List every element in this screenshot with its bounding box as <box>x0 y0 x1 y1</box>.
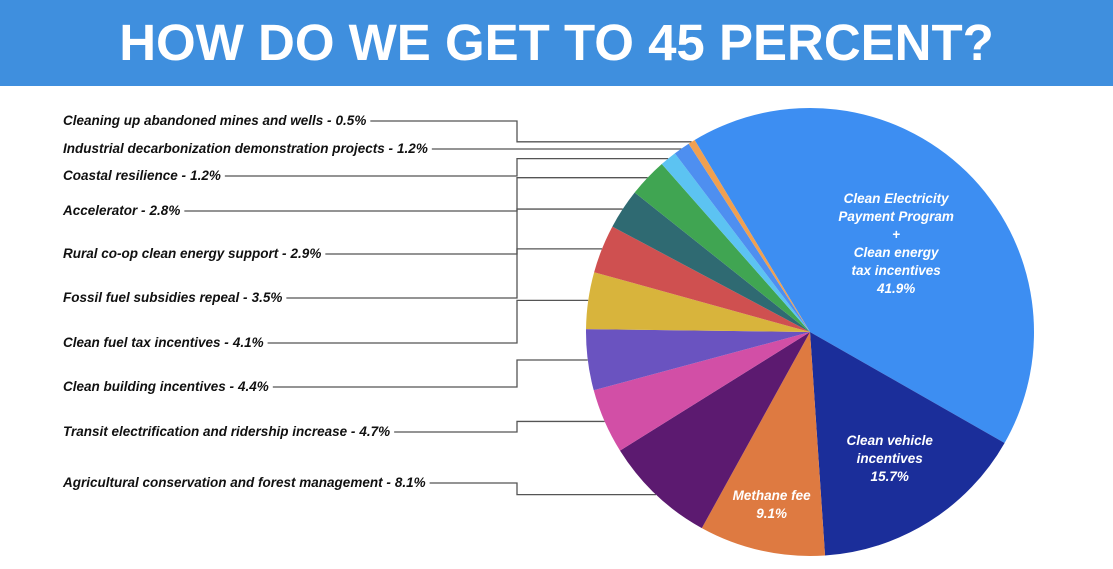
slice-value: 3.5% <box>252 290 283 305</box>
slice-name: Clean Electricity Payment Program + Clea… <box>838 190 954 278</box>
slice-name: Coastal resilience - <box>63 168 187 183</box>
leader-line <box>184 177 648 212</box>
slice-value: 4.1% <box>232 335 264 350</box>
leader-line <box>370 120 692 143</box>
leader-line <box>286 248 602 299</box>
slice-name: Clean fuel tax incentives - <box>63 335 229 350</box>
slice-label: Rural co-op clean energy support -2.9% <box>63 246 321 261</box>
slice-name: Rural co-op clean energy support - <box>63 246 287 261</box>
pie-slice <box>810 332 1005 556</box>
slice-label: Fossil fuel subsidies repeal - 3.5% <box>63 290 282 305</box>
pie-slice <box>586 329 810 391</box>
slice-name: Transit electrification and ridership in… <box>63 424 356 439</box>
slice-name: Fossil fuel subsidies repeal - <box>63 290 248 305</box>
slice-value: 4.4% <box>237 379 269 394</box>
slice-label: Clean building incentives -4.4% <box>63 379 269 394</box>
slice-value: 0.5% <box>336 113 367 128</box>
slice-label: Clean Electricity Payment Program + Clea… <box>838 190 954 298</box>
slice-value: 4.7% <box>358 424 390 439</box>
slice-name: Industrial decarbonization demonstration… <box>63 141 394 156</box>
slice-label: Cleaning up abandoned mines and wells - 0… <box>63 113 366 128</box>
chart-title: HOW DO WE GET TO 45 PERCENT? <box>119 14 994 71</box>
pie-slice <box>674 143 810 332</box>
slice-label: Industrial decarbonization demonstration… <box>63 141 428 156</box>
slice-value: 1.2% <box>190 168 221 183</box>
pie-slice <box>701 332 826 556</box>
slice-label: Accelerator -2.8% <box>62 203 180 218</box>
slice-label: Agricultural conservation and forest man… <box>62 475 426 490</box>
slice-name: Methane fee <box>732 487 811 503</box>
slice-label: Transit electrification and ridership in… <box>63 424 390 439</box>
slice-value: 15.7% <box>870 469 909 485</box>
slice-name: Accelerator - <box>62 203 146 218</box>
slice-label: Methane fee 9.1% <box>733 487 811 523</box>
pie-slice <box>594 226 810 332</box>
pie-slice <box>593 332 810 451</box>
slice-value: 41.9% <box>876 280 916 296</box>
leader-line <box>394 420 605 433</box>
slice-label: Coastal resilience -1.2% <box>63 168 221 183</box>
slice-value: 9.1% <box>756 505 788 521</box>
pie-slice <box>688 139 810 332</box>
slice-value: 2.8% <box>149 203 181 218</box>
pie-slice <box>612 192 810 332</box>
leader-line <box>224 157 669 177</box>
slice-name: Agricultural conservation and forest man… <box>62 475 391 490</box>
leader-line <box>272 359 588 388</box>
leader-line <box>325 208 623 255</box>
slice-label: Clean vehicle incentives 15.7% <box>847 432 933 486</box>
pie-slice <box>661 153 810 332</box>
slice-name: Clean vehicle incentives <box>846 433 933 467</box>
slice-value: 1.2% <box>397 141 428 156</box>
leader-line <box>429 482 656 496</box>
slice-name: Clean building incentives - <box>63 379 235 394</box>
pie-slice <box>694 107 1034 443</box>
slice-name: Cleaning up abandoned mines and wells - <box>63 113 332 128</box>
pie-slice <box>620 332 810 529</box>
slice-value: 2.9% <box>290 246 322 261</box>
slice-label: Clean fuel tax incentives -4.1% <box>63 335 264 350</box>
pie-slice <box>586 272 810 332</box>
title-banner <box>0 0 1113 86</box>
leader-line <box>267 299 589 344</box>
pie-slice <box>634 164 810 332</box>
slice-value: 8.1% <box>395 475 426 490</box>
